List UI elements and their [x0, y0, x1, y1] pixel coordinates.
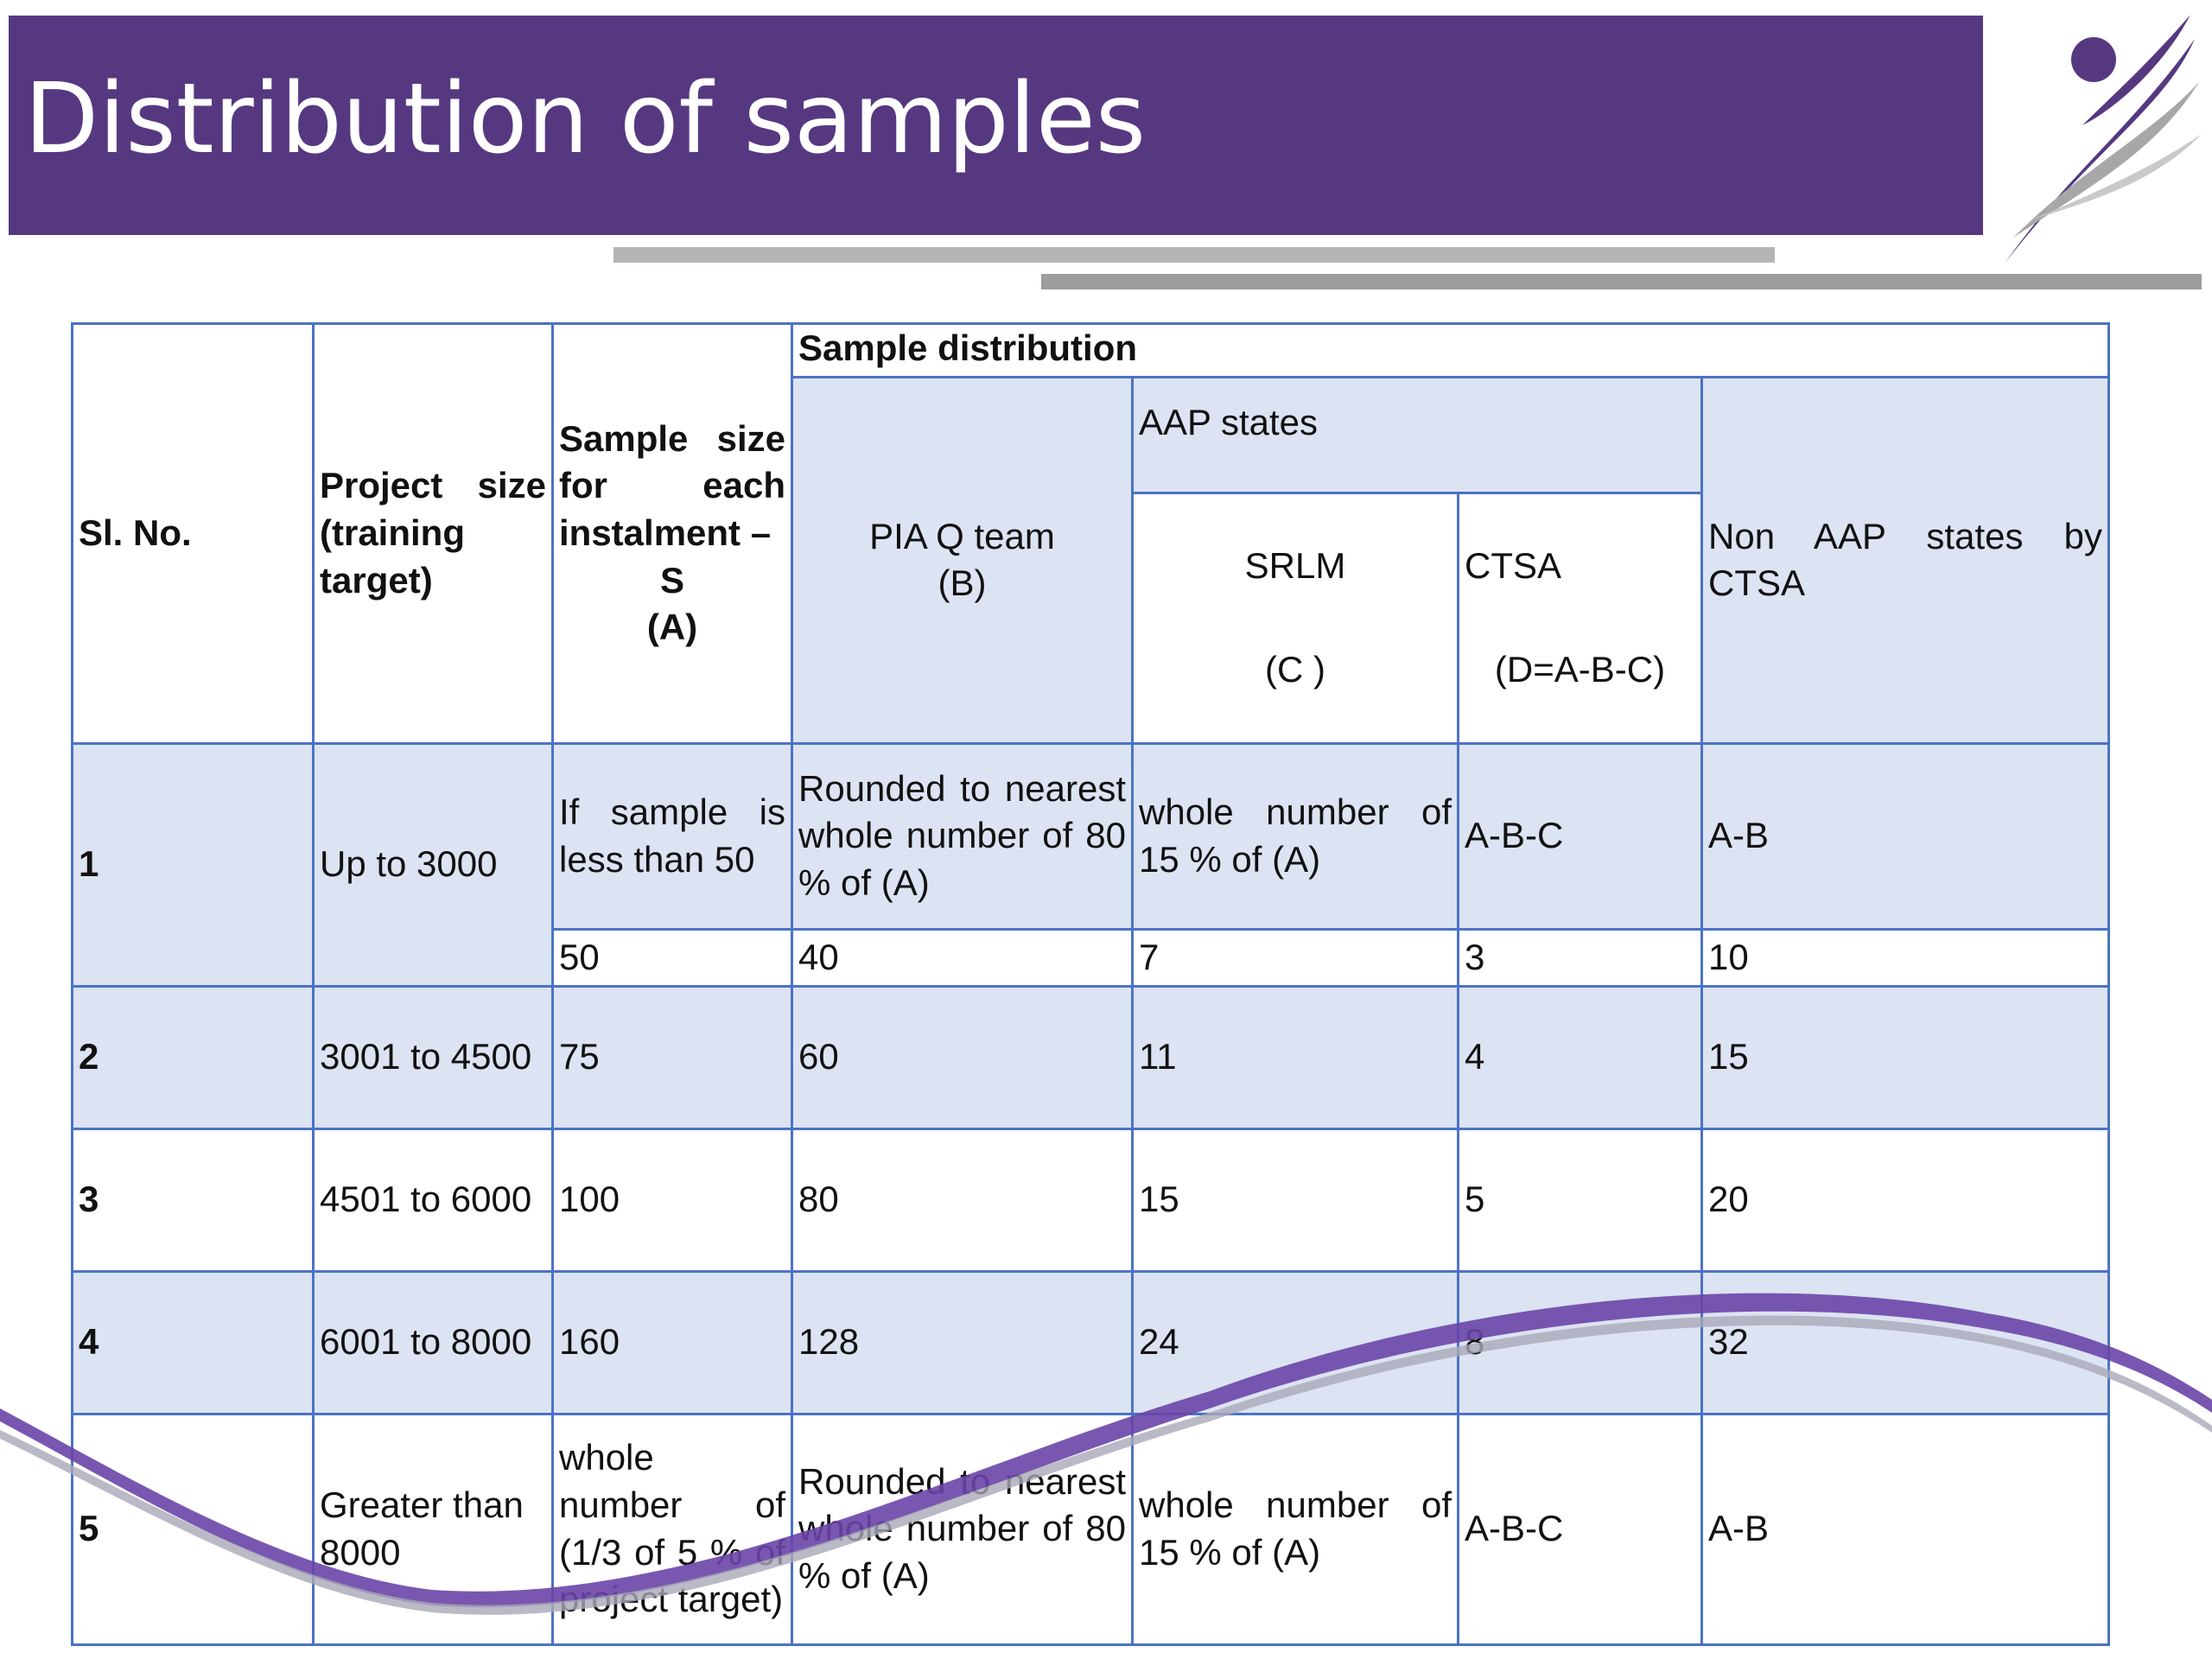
accent-bar-dark	[1041, 274, 2202, 289]
row-5-sl: 5	[71, 1412, 315, 1646]
row-5-sample-size: whole number of (1/3 of 5 % of project t…	[551, 1412, 793, 1646]
sample-distribution-table: Sl. No. Project size (training target) S…	[71, 322, 2111, 1646]
header-ctsa: CTSA (D=A-B-C)	[1457, 491, 1703, 745]
row-4-non-aap: 32	[1700, 1269, 2111, 1415]
row-1b-sample-size: 50	[551, 927, 793, 988]
row-2-srlm: 11	[1131, 984, 1459, 1130]
row-2-sample-size: 75	[551, 984, 793, 1130]
row-2-sl: 2	[71, 984, 315, 1130]
header-aap-states: AAP states	[1131, 375, 1703, 494]
row-4-sl: 4	[71, 1269, 315, 1415]
row-5-project-size: Greater than 8000	[312, 1412, 554, 1646]
row-1-pia: Rounded to nearest whole number of 80 % …	[791, 741, 1134, 931]
table-row: 2 3001 to 4500 75 60 11 4 15	[71, 984, 2111, 1130]
header-project-size: Project size (training target)	[312, 322, 554, 745]
row-1-srlm: whole number of 15 % of (A)	[1131, 741, 1459, 931]
row-1-non-aap: A-B	[1700, 741, 2111, 931]
row-3-non-aap: 20	[1700, 1127, 2111, 1273]
row-3-sl: 3	[71, 1127, 315, 1273]
row-3-srlm: 15	[1131, 1127, 1459, 1273]
row-3-pia: 80	[791, 1127, 1134, 1273]
row-2-non-aap: 15	[1700, 984, 2111, 1130]
header-sample-distribution: Sample distribution	[790, 322, 2111, 378]
row-1b-srlm: 7	[1131, 927, 1459, 988]
row-4-ctsa: 8	[1457, 1269, 1703, 1415]
row-3-project-size: 4501 to 6000	[312, 1127, 554, 1273]
table-row: 3 4501 to 6000 100 80 15 5 20	[71, 1127, 2111, 1273]
row-1-ctsa: A-B-C	[1457, 741, 1703, 931]
accent-bar-light	[613, 247, 1775, 263]
table-row: 5 Greater than 8000 whole number of (1/3…	[71, 1412, 2111, 1646]
row-5-srlm: whole number of 15 % of (A)	[1131, 1412, 1459, 1646]
row-1b-pia: 40	[791, 927, 1134, 988]
row-2-pia: 60	[791, 984, 1134, 1130]
row-1-sample-size: If sample is less than 50	[551, 741, 793, 931]
person-swoosh-logo-icon	[2005, 15, 2202, 264]
title-banner	[9, 16, 1983, 235]
table-row: 1 Up to 3000 If sample is less than 50 R…	[71, 741, 2111, 988]
header-pia-q-team: PIA Q team (B)	[791, 375, 1134, 745]
row-1-project-size: Up to 3000	[312, 741, 554, 988]
row-5-pia: Rounded to nearest whole number of 80 % …	[791, 1412, 1134, 1646]
header-srlm: SRLM (C )	[1131, 491, 1459, 745]
row-2-project-size: 3001 to 4500	[312, 984, 554, 1130]
header-sl-no: Sl. No.	[71, 322, 315, 745]
table-row: 4 6001 to 8000 160 128 24 8 32	[71, 1269, 2111, 1415]
row-1b-non-aap: 10	[1700, 927, 2111, 988]
row-5-non-aap: A-B	[1700, 1412, 2111, 1646]
row-1-sl: 1	[71, 741, 315, 988]
header-sample-size: Sample size for each instalment – S (A)	[551, 322, 793, 745]
row-4-sample-size: 160	[551, 1269, 793, 1415]
row-5-ctsa: A-B-C	[1457, 1412, 1703, 1646]
row-4-pia: 128	[791, 1269, 1134, 1415]
row-3-ctsa: 5	[1457, 1127, 1703, 1273]
header-non-aap-states: Non AAP states by CTSA	[1700, 375, 2111, 745]
row-4-project-size: 6001 to 8000	[312, 1269, 554, 1415]
row-1b-ctsa: 3	[1457, 927, 1703, 988]
row-3-sample-size: 100	[551, 1127, 793, 1273]
slide-title: Distribution of samples	[24, 63, 1147, 175]
row-4-srlm: 24	[1131, 1269, 1459, 1415]
row-2-ctsa: 4	[1457, 984, 1703, 1130]
